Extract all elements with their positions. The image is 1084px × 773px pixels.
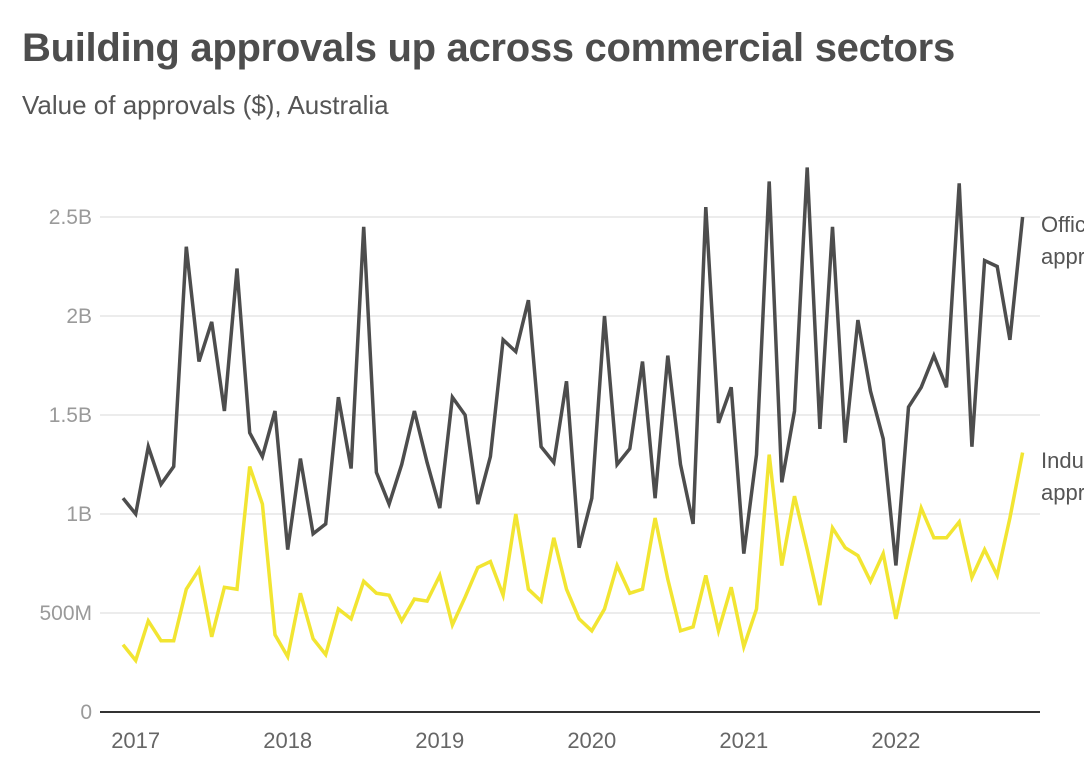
y-tick-label: 1.5B — [49, 404, 92, 427]
y-tick-label: 1B — [66, 503, 92, 526]
y-tick-label: 0 — [80, 701, 92, 724]
x-tick-label: 2021 — [719, 728, 768, 753]
y-tick-label: 2.5B — [49, 206, 92, 229]
x-tick-label: 2022 — [871, 728, 920, 753]
series-label: Industrial — [1041, 448, 1084, 473]
chart-subtitle: Value of approvals ($), Australia — [22, 90, 389, 120]
x-tick-label: 2018 — [263, 728, 312, 753]
series-label: Office — [1041, 212, 1084, 237]
x-tick-label: 2017 — [111, 728, 160, 753]
x-tick-label: 2020 — [567, 728, 616, 753]
series-line-office-approvals — [121, 167, 1025, 566]
y-tick-label: 2B — [66, 305, 92, 328]
y-tick-label: 500M — [39, 602, 92, 625]
series-line-industrial-approvals — [121, 452, 1025, 665]
series-label: approvals — [1041, 244, 1084, 269]
series-label: approvals — [1041, 480, 1084, 505]
chart-title: Building approvals up across commercial … — [22, 26, 955, 70]
x-tick-label: 2019 — [415, 728, 464, 753]
